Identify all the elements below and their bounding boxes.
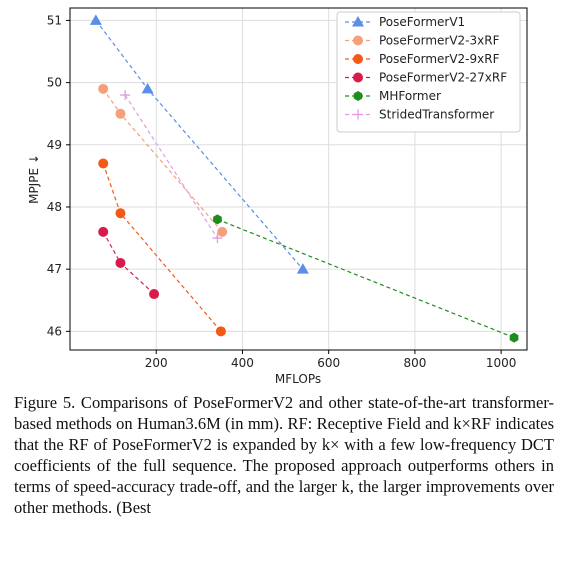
data-point: [115, 257, 126, 268]
data-point: [98, 83, 109, 94]
series-line: [124, 94, 218, 239]
legend-label: PoseFormerV2-9xRF: [379, 52, 500, 66]
legend-swatch-marker: [353, 35, 363, 46]
series-line: [217, 218, 515, 339]
legend-swatch-marker: [353, 91, 363, 101]
y-ticks: 46 47 48 49 50 51: [47, 13, 70, 338]
data-point: [115, 108, 126, 119]
x-ticks: 200 400 600 800 1000: [145, 350, 517, 370]
series-markers: [89, 14, 519, 343]
legend-swatch-marker: [353, 72, 363, 83]
y-tick-label: 46: [47, 324, 62, 338]
legend-label: StridedTransformer: [379, 108, 494, 122]
data-point: [212, 233, 223, 244]
x-tick-label: 600: [317, 356, 340, 370]
legend-label: MHFormer: [379, 89, 441, 103]
legend-swatch-marker: [353, 109, 363, 120]
data-point: [213, 214, 222, 225]
data-point: [149, 289, 160, 300]
data-point: [89, 14, 102, 25]
data-point: [296, 263, 309, 274]
x-tick-label: 800: [403, 356, 426, 370]
y-tick-label: 49: [47, 138, 62, 152]
data-point: [120, 90, 131, 101]
data-point: [509, 332, 519, 343]
data-point: [217, 226, 228, 237]
data-point: [98, 226, 109, 237]
data-point: [215, 326, 226, 337]
y-tick-label: 47: [47, 262, 62, 276]
legend-label: PoseFormerV2-27xRF: [379, 71, 507, 85]
x-tick-label: 1000: [486, 356, 517, 370]
x-axis-label: MFLOPs: [275, 372, 321, 386]
data-point: [141, 82, 154, 94]
y-axis-label: MPJPE ↓: [27, 154, 41, 204]
legend-box: [336, 11, 521, 133]
y-tick-label: 51: [47, 13, 62, 27]
legend-swatch-marker: [352, 16, 364, 27]
plot-frame: [69, 7, 528, 351]
data-point: [98, 158, 109, 169]
chart: 200 400 600 800 1000 46 47 48 49 50 51 MFLOPs MPJ…: [27, 7, 528, 386]
legend-label: PoseFormerV1: [379, 15, 465, 29]
legend: PoseFormerV1 PoseFormerV2-3xRF PoseFormerV…: [336, 11, 521, 133]
x-tick-label: 200: [145, 356, 168, 370]
legend-swatch-marker: [353, 54, 363, 64]
y-tick-label: 50: [47, 76, 62, 90]
data-point: [115, 208, 126, 219]
series-line: [102, 231, 155, 295]
figure-caption: Figure 5. Comparisons of PoseFormerV2 an…: [14, 392, 554, 518]
legend-label: PoseFormerV2-3xRF: [379, 34, 500, 48]
caption-text: Figure 5. Comparisons of PoseFormerV2 an…: [14, 393, 554, 517]
y-tick-label: 48: [47, 200, 62, 214]
series-line: [102, 163, 222, 332]
x-tick-label: 400: [231, 356, 254, 370]
